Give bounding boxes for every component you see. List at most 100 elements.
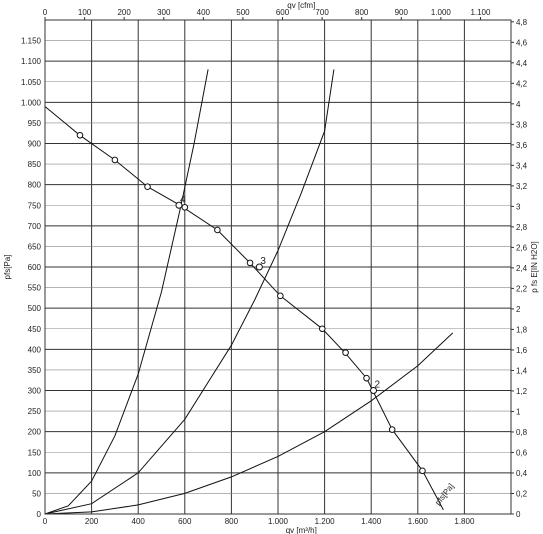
y-right-tick-label: 3 xyxy=(516,202,521,211)
y-tick-label: 400 xyxy=(28,345,42,354)
x-top-tick-label: 900 xyxy=(395,8,409,17)
x-tick-label: 1.200 xyxy=(315,517,336,526)
y-right-tick-label: 0,4 xyxy=(516,469,528,478)
y-right-tick-label: 2,2 xyxy=(516,284,528,293)
system-curve-line xyxy=(44,69,209,515)
x-tick-label: 1.000 xyxy=(268,517,289,526)
x-top-tick-label: 800 xyxy=(355,8,369,17)
y-right-tick-label: 2,6 xyxy=(516,243,528,252)
y-right-tick-label: 4,6 xyxy=(516,38,528,47)
y-right-tick-label: 2,4 xyxy=(516,264,528,273)
y-right-tick-label: 4,2 xyxy=(516,79,528,88)
fan-curve-marker xyxy=(144,183,151,191)
operating-point-label: 4 xyxy=(180,194,186,205)
y-tick-label: 600 xyxy=(28,263,42,272)
plot-frame xyxy=(44,19,512,515)
x-top-tick-label: 700 xyxy=(315,8,329,17)
fan-curve-marker xyxy=(246,259,254,267)
y-right-tick-label: 3,8 xyxy=(516,120,528,129)
y-tick-label: 1.100 xyxy=(21,57,42,66)
fan-curve-line xyxy=(44,106,444,511)
x-tick-label: 0 xyxy=(43,517,48,526)
operating-point xyxy=(370,387,378,394)
x-top-tick-label: 1.000 xyxy=(431,8,452,17)
fan-curve-marker xyxy=(388,426,396,433)
y-tick-label: 1.150 xyxy=(21,37,42,46)
x-tick-label: 200 xyxy=(85,517,99,526)
y-tick-label: 100 xyxy=(28,469,42,478)
y-right-tick-label: 0,2 xyxy=(516,489,528,498)
y-tick-label: 800 xyxy=(28,181,42,190)
tick-labels: 0 200 400 600 800 1.000 1.200 1.400 1.600 1.800 0 1… xyxy=(21,8,528,526)
fan-curve-marker xyxy=(318,325,326,333)
y-right-tick-label: 1,6 xyxy=(516,346,528,355)
operating-point xyxy=(175,201,183,209)
x-top-tick-label: 300 xyxy=(157,8,171,17)
fan-curve-marker xyxy=(181,204,189,211)
system-curve-line xyxy=(44,332,454,515)
operating-point-label: 3 xyxy=(260,256,266,267)
x-tick-label: 400 xyxy=(132,517,146,526)
system-curves xyxy=(44,69,454,515)
y-tick-label: 1.000 xyxy=(21,98,42,107)
fan-curve-markers xyxy=(76,131,426,475)
y-tick-label: 0 xyxy=(37,510,42,519)
x-tick-label: 800 xyxy=(225,517,239,526)
x-tick-label: 600 xyxy=(178,517,192,526)
y-right-tick-label: 1,4 xyxy=(516,366,528,375)
x-top-tick-label: 600 xyxy=(276,8,290,17)
y-right-tick-label: 4,4 xyxy=(516,59,528,68)
y-tick-label: 350 xyxy=(28,366,42,375)
operating-point-label: 2 xyxy=(375,380,381,391)
y-right-tick-label: 4,8 xyxy=(516,18,528,27)
x-tick-label: 1.400 xyxy=(361,517,382,526)
y-tick-label: 150 xyxy=(28,448,42,457)
x-tick-label: 1.600 xyxy=(408,517,429,526)
y-tick-label: 650 xyxy=(28,242,42,251)
y-right-tick-label: 1 xyxy=(516,407,521,416)
system-curve-line xyxy=(44,69,335,515)
y-tick-label: 300 xyxy=(28,387,42,396)
y-tick-label: 450 xyxy=(28,325,42,334)
y-tick-label: 700 xyxy=(28,222,42,231)
y-axis-title: pfs[Pa] xyxy=(3,255,12,280)
x-top-tick-label: 100 xyxy=(78,8,92,17)
operating-points: 4 3 2 xyxy=(175,194,381,394)
y-tick-label: 550 xyxy=(28,284,42,293)
fan-curve-label: pfs[Pa] xyxy=(433,482,455,507)
y-tick-label: 1.050 xyxy=(21,78,42,87)
x-top-tick-label: 1.100 xyxy=(470,8,491,17)
y-right-tick-label: 4 xyxy=(516,100,521,109)
x-tick-label: 1.800 xyxy=(454,517,475,526)
fan-curve-marker xyxy=(342,349,349,356)
x-top-tick-label: 200 xyxy=(117,8,131,17)
fan-curve-marker xyxy=(76,131,84,139)
y-right-tick-label: 3,6 xyxy=(516,141,528,150)
y-right-tick-label: 3,2 xyxy=(516,182,528,191)
y-tick-label: 200 xyxy=(28,428,42,437)
grid xyxy=(45,20,511,514)
fan-curve-marker xyxy=(419,467,426,475)
y-tick-label: 950 xyxy=(28,119,42,128)
y-right-tick-label: 0 xyxy=(516,510,521,519)
y-right-tick-label: 0,6 xyxy=(516,448,528,457)
y-right-tick-label: 1,2 xyxy=(516,387,528,396)
y-axis-right-title: p fs E[IN H2O] xyxy=(530,241,539,293)
y-tick-label: 850 xyxy=(28,160,42,169)
y-right-tick-label: 1,8 xyxy=(516,325,528,334)
fan-curve-marker xyxy=(277,292,284,300)
y-right-tick-label: 3,4 xyxy=(516,161,528,170)
y-tick-label: 250 xyxy=(28,407,42,416)
y-tick-label: 750 xyxy=(28,201,42,210)
x-axis-top-title: qv [cfm] xyxy=(287,1,315,10)
fan-curve-marker xyxy=(214,226,221,234)
y-right-tick-label: 2 xyxy=(516,305,521,314)
y-tick-label: 500 xyxy=(28,304,42,313)
fan-curve-marker xyxy=(111,156,119,164)
operating-point xyxy=(255,263,263,271)
x-top-tick-label: 400 xyxy=(197,8,211,17)
y-right-tick-label: 2,8 xyxy=(516,223,528,232)
y-right-tick-label: 0,8 xyxy=(516,428,528,437)
y-tick-label: 900 xyxy=(28,140,42,149)
